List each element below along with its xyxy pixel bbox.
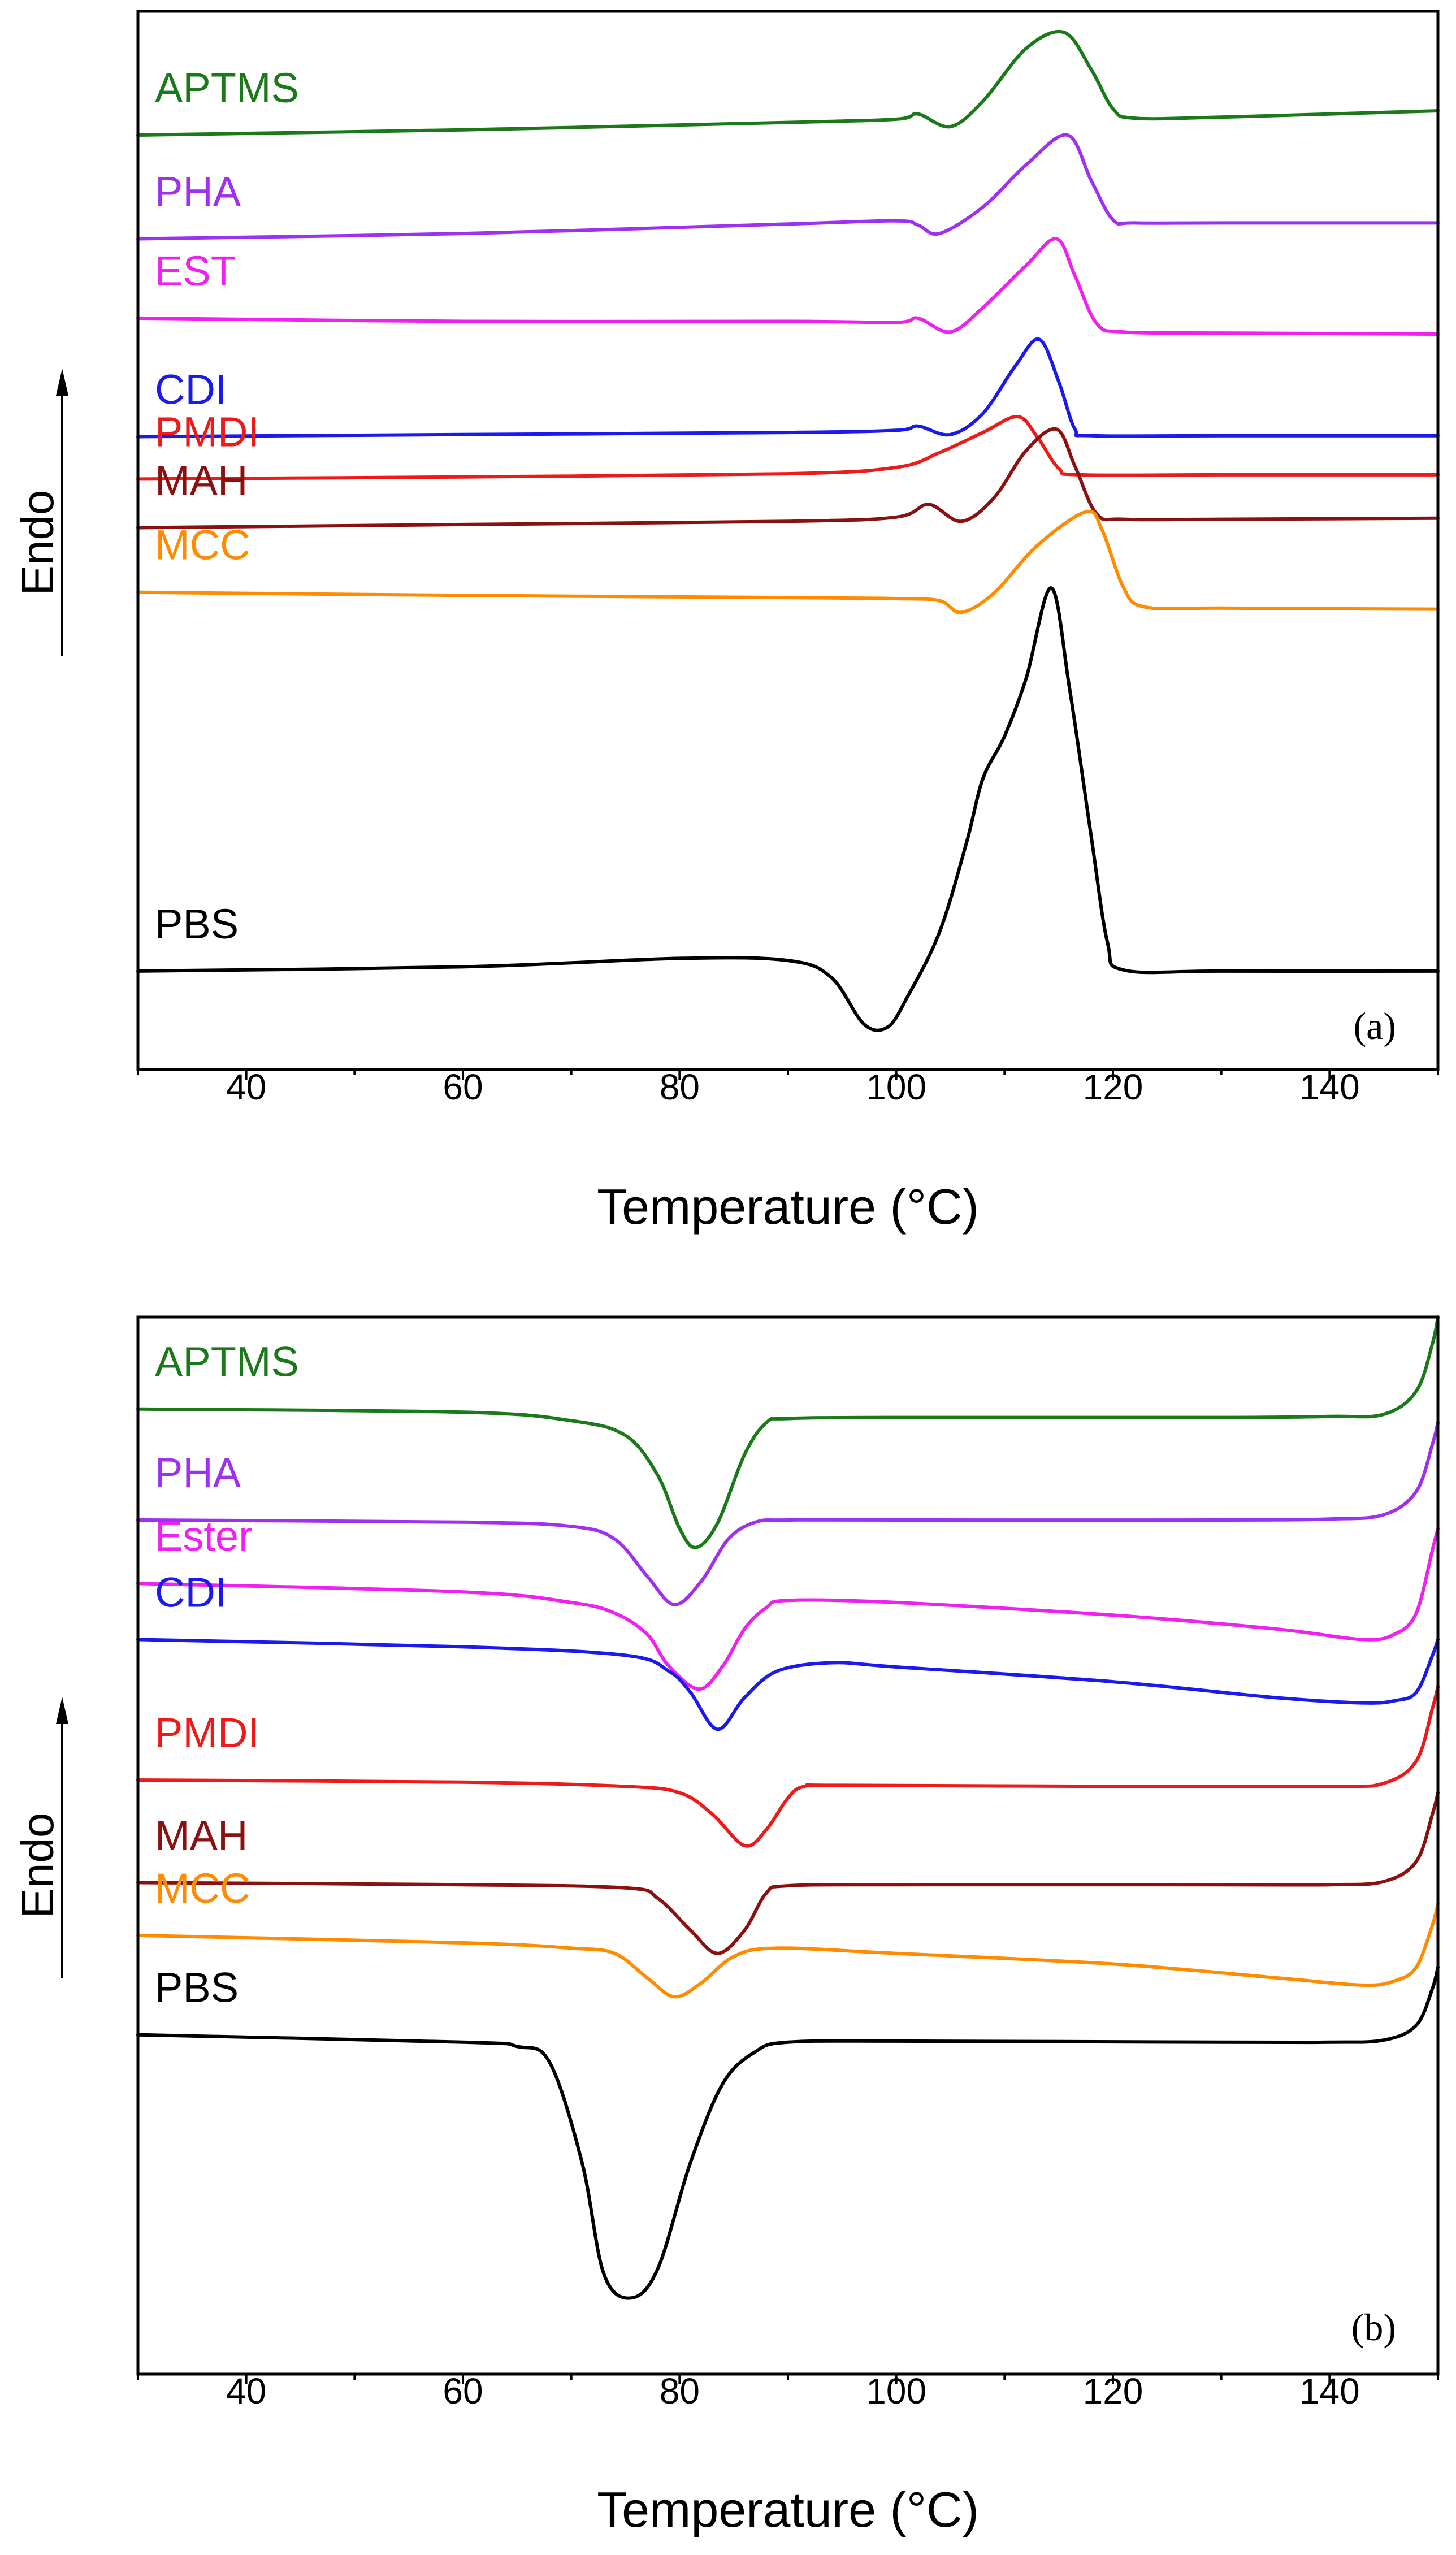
curve-mcc xyxy=(136,1902,1440,1999)
series-label-ester: Ester xyxy=(155,1513,253,1560)
panel-b-x-tick-labels: 40 60 80 100 120 140 xyxy=(226,2371,1360,2411)
series-label-aptms: APTMS xyxy=(155,64,299,111)
panel-a-x-tick-labels: 40 60 80 100 120 140 xyxy=(226,1067,1360,1107)
panel-b-y-axis-label-endo: Endo xyxy=(12,1813,63,1919)
series-label-est: EST xyxy=(155,248,236,295)
panel-b-x-axis-title: Temperature (°C) xyxy=(597,2482,979,2537)
x-tick-label-60: 60 xyxy=(443,1067,483,1107)
curve-ester xyxy=(136,1527,1440,1691)
series-label-mcc: MCC xyxy=(155,522,250,569)
panel-a-y-axis-label-endo: Endo xyxy=(12,490,63,596)
panel-a-endo-arrowhead-icon xyxy=(56,369,68,396)
panel-b-tag: (b) xyxy=(1351,2306,1396,2349)
panel-b-endo-arrowhead-icon xyxy=(56,1697,68,1724)
panel-a-x-ticks xyxy=(137,1069,1439,1080)
panel-b-x-ticks xyxy=(137,2374,1439,2384)
x-tick-label-120: 120 xyxy=(1083,2371,1143,2411)
curve-pha xyxy=(136,133,1440,241)
series-label-cdi: CDI xyxy=(155,1569,227,1616)
series-label-pha: PHA xyxy=(155,1449,241,1496)
x-tick-label-100: 100 xyxy=(866,2371,926,2411)
curve-pbs xyxy=(136,1965,1440,2300)
series-label-aptms: APTMS xyxy=(155,1339,299,1385)
curve-cdi xyxy=(136,1638,1440,1731)
panel-b: APTMS PHA Ester CDI PMDI MAH MCC PBS 40 60 80 100 1… xyxy=(12,1315,1440,2537)
panel-a-x-axis-title: Temperature (°C) xyxy=(597,1179,979,1235)
x-tick-label-140: 140 xyxy=(1299,2371,1360,2411)
curve-mcc xyxy=(136,509,1440,614)
curve-pmdi xyxy=(136,1685,1440,1848)
series-label-pmdi: PMDI xyxy=(155,1709,259,1756)
series-label-pbs: PBS xyxy=(155,1964,239,2011)
series-label-cdi: CDI xyxy=(155,366,227,413)
curve-pha xyxy=(136,1421,1440,1606)
curve-pbs xyxy=(136,586,1440,1032)
curve-pmdi xyxy=(136,414,1440,481)
series-label-pmdi: PMDI xyxy=(155,408,259,455)
x-tick-label-100: 100 xyxy=(866,1067,926,1107)
x-tick-label-40: 40 xyxy=(226,2371,266,2411)
curve-mah xyxy=(136,1791,1440,1955)
series-label-pbs: PBS xyxy=(155,900,239,947)
curve-cdi xyxy=(136,337,1440,439)
panel-a-tag: (a) xyxy=(1354,1004,1396,1047)
series-label-mah: MAH xyxy=(155,1812,248,1859)
x-tick-label-60: 60 xyxy=(443,2371,483,2411)
series-label-pha: PHA xyxy=(155,168,241,215)
series-label-mcc: MCC xyxy=(155,1865,250,1912)
curve-est xyxy=(136,237,1440,336)
panel-b-curves xyxy=(136,1315,1440,2300)
series-label-mah: MAH xyxy=(155,457,248,504)
panel-b-series-labels: APTMS PHA Ester CDI PMDI MAH MCC PBS xyxy=(155,1339,299,2011)
x-tick-label-120: 120 xyxy=(1083,1067,1143,1107)
curve-aptms xyxy=(136,1315,1440,1549)
x-tick-label-40: 40 xyxy=(226,1067,266,1107)
curve-aptms xyxy=(136,30,1440,137)
panel-a-curves xyxy=(136,30,1440,1032)
x-tick-label-80: 80 xyxy=(660,2371,700,2411)
curve-mah xyxy=(136,427,1440,530)
x-tick-label-140: 140 xyxy=(1299,1067,1360,1107)
x-tick-label-80: 80 xyxy=(660,1067,700,1107)
